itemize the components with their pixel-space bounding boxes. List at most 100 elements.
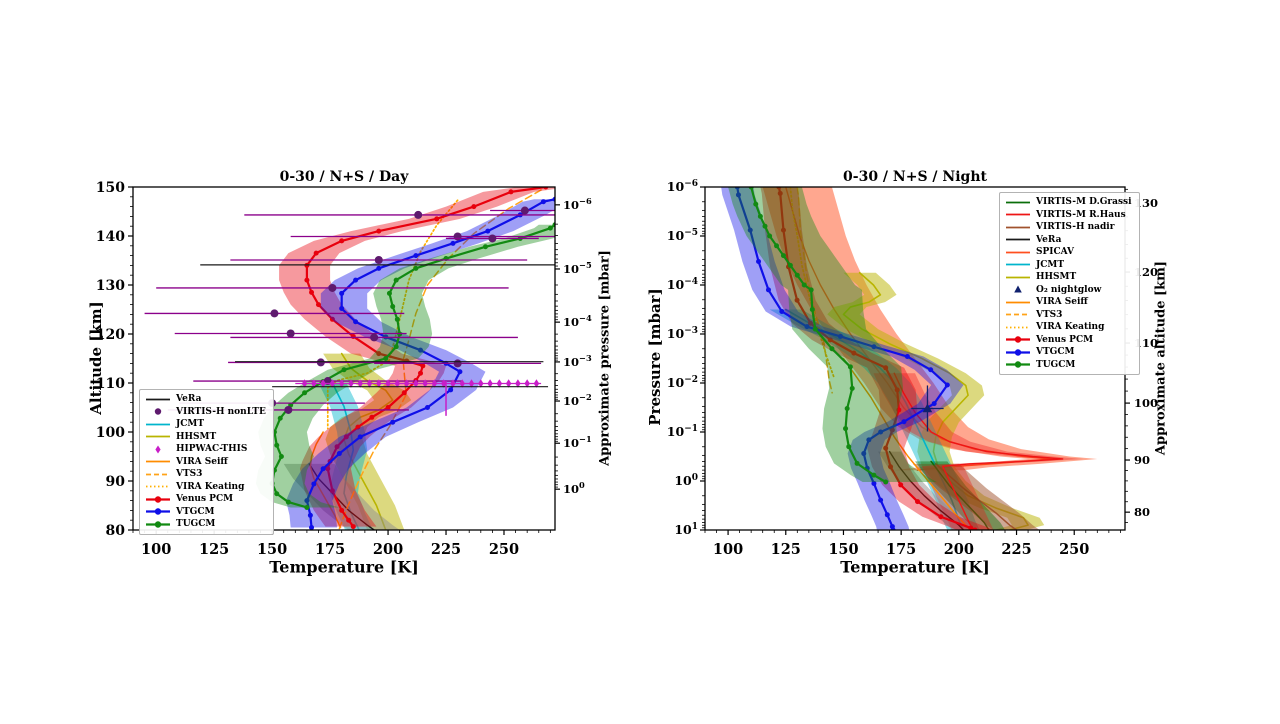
night-legend-item-virtis-m-r-haus: VIRTIS-M R.Haus <box>1005 209 1132 222</box>
night-legend-item-virtis-h-nadir: VIRTIS-H nadir <box>1005 221 1132 234</box>
svg-text:10−6: 10−6 <box>563 196 592 212</box>
night-legend-swatch-jcmt-icon <box>1006 263 1030 266</box>
svg-text:80: 80 <box>1134 505 1150 519</box>
night-legend-swatch-virtis-m-d-grassi-icon <box>1006 201 1030 204</box>
day-legend-item-jcmt: JCMT <box>145 418 266 431</box>
night-legend-swatch-vts3-icon <box>1006 313 1030 316</box>
night-series-o2-nightglow <box>911 385 944 432</box>
day-legend-label-hhsmt: HHSMT <box>176 431 217 442</box>
svg-text:10−1: 10−1 <box>563 434 592 450</box>
day-legend-label-hipwac-this: HIPWAC-THIS <box>176 444 248 455</box>
night-y-axis: 10−6 10−5 10−4 10−3 10−2 10−1 100 101 <box>667 179 705 537</box>
night-series-virtis-h-nadir <box>912 463 1040 530</box>
svg-text:125: 125 <box>199 541 229 558</box>
svg-text:10−1: 10−1 <box>667 424 698 439</box>
night-legend-label-vira-seiff: VIRA Seiff <box>1036 297 1088 308</box>
night-legend-label-vira-keating: VIRA Keating <box>1036 322 1105 333</box>
night-legend-item-venus-pcm: Venus PCM <box>1005 334 1132 347</box>
svg-text:110: 110 <box>96 376 125 392</box>
day-axes-frame <box>132 186 556 531</box>
day-legend-label-vts3: VTS3 <box>176 469 203 480</box>
day-legend-item-venus-pcm: Venus PCM <box>145 493 266 506</box>
night-legend-item-virtis-m-d-grassi: VIRTIS-M D.Grassi <box>1005 196 1132 209</box>
day-legend-swatch-vira-keating-icon <box>146 485 170 488</box>
day-legend-label-virtis-h-nonlte: VIRTIS-H nonLTE <box>176 406 266 417</box>
night-legend-swatch-vira-keating-icon <box>1006 326 1030 329</box>
night-legend-item-jcmt: JCMT <box>1005 259 1132 272</box>
night-series-virtis-m-d-grassi <box>915 460 1005 530</box>
svg-text:130: 130 <box>96 278 125 294</box>
night-y-axis-label: Pressure [mbar] <box>646 288 664 426</box>
day-legend-swatch-virtis-h-nonlte-icon <box>154 408 162 415</box>
svg-text:80: 80 <box>106 523 126 539</box>
night-legend-label-hhsmt: HHSMT <box>1036 272 1077 283</box>
night-legend-swatch-vtgcm-icon <box>1006 349 1030 356</box>
day-y-axis: 150 140 130 120 110 100 90 80 <box>96 180 133 539</box>
night-x-axis-label: Temperature [K] <box>840 557 990 577</box>
svg-text:120: 120 <box>96 327 125 343</box>
night-y2-axis-label: Approximate altitude [km] <box>1153 260 1169 456</box>
day-series-vira-seiff <box>309 431 342 529</box>
svg-text:100: 100 <box>141 541 171 558</box>
night-legend-swatch-venus-pcm-icon <box>1006 336 1030 343</box>
night-legend-swatch-hhsmt-icon <box>1006 276 1030 279</box>
night-legend-label-vts3: VTS3 <box>1036 309 1063 320</box>
svg-text:120: 120 <box>1134 265 1158 279</box>
night-legend-label-spicav: SPICAV <box>1036 247 1074 258</box>
day-legend-item-hhsmt: HHSMT <box>145 431 266 444</box>
day-legend-item-vts3: VTS3 <box>145 468 266 481</box>
day-y2-axis: 10−6 10−5 10−4 10−3 10−2 10−1 100 <box>555 196 592 496</box>
day-legend-swatch-hipwac-this-icon <box>155 445 161 454</box>
svg-text:100: 100 <box>713 541 743 558</box>
svg-text:10−4: 10−4 <box>563 313 592 329</box>
night-legend: VIRTIS-M D.Grassi VIRTIS-M R.Haus VIRTIS-H… <box>999 192 1140 375</box>
night-legend-label-vera: VeRa <box>1036 234 1062 245</box>
night-legend-swatch-vera-icon <box>1006 238 1030 241</box>
day-legend-swatch-vira-seiff-icon <box>146 460 170 463</box>
svg-text:250: 250 <box>1059 541 1089 558</box>
night-series-vira-keating <box>789 187 836 379</box>
day-series-vtgcm <box>286 196 555 530</box>
night-chart-title: 0-30 / N+S / Night <box>843 169 987 185</box>
day-legend-item-vera: VeRa <box>145 393 266 406</box>
svg-text:125: 125 <box>771 541 801 558</box>
day-y-axis-label: Altitude [km] <box>87 301 105 415</box>
svg-text:10−2: 10−2 <box>667 375 698 390</box>
day-legend-swatch-jcmt-icon <box>146 423 170 426</box>
day-legend-item-vira-keating: VIRA Keating <box>145 481 266 494</box>
night-legend-swatch-virtis-h-nadir-icon <box>1006 226 1030 229</box>
svg-text:100: 100 <box>563 480 585 496</box>
svg-text:101: 101 <box>674 522 698 537</box>
day-legend-swatch-hhsmt-icon <box>146 435 170 438</box>
night-x-axis: 100 125 150 175 200 225 250 <box>704 530 1121 558</box>
day-legend-swatch-venus-pcm-icon <box>146 496 170 503</box>
svg-text:10−3: 10−3 <box>667 326 698 341</box>
day-legend-item-vtgcm: VTGCM <box>145 506 266 519</box>
day-chart: 100 125 150 175 200 225 250 150 140 130 120 110 100 9… <box>96 180 592 558</box>
day-legend-swatch-vtgcm-icon <box>146 508 170 515</box>
night-legend-swatch-virtis-m-r-haus-icon <box>1006 213 1030 216</box>
svg-text:200: 200 <box>944 541 974 558</box>
night-plot-area <box>721 187 1098 530</box>
day-x-axis-label: Temperature [K] <box>269 557 419 577</box>
day-plot-area <box>144 187 555 530</box>
night-legend-item-o-nightglow: O₂ nightglow <box>1005 284 1132 297</box>
night-legend-swatch-o-nightglow-icon <box>1014 285 1022 293</box>
svg-text:10−6: 10−6 <box>667 179 698 194</box>
svg-text:100: 100 <box>674 473 698 488</box>
svg-text:175: 175 <box>886 541 916 558</box>
night-legend-item-vira-seiff: VIRA Seiff <box>1005 296 1132 309</box>
svg-text:225: 225 <box>1001 541 1031 558</box>
day-legend-label-vera: VeRa <box>176 394 202 405</box>
night-legend-item-vera: VeRa <box>1005 234 1132 247</box>
svg-text:10−5: 10−5 <box>667 228 698 243</box>
day-legend-label-jcmt: JCMT <box>176 419 205 430</box>
day-legend-swatch-vera-icon <box>146 398 170 401</box>
night-series-virtis-m-r-haus <box>873 372 1084 530</box>
night-legend-item-spicav: SPICAV <box>1005 246 1132 259</box>
svg-text:140: 140 <box>96 229 125 245</box>
day-legend-label-vira-keating: VIRA Keating <box>176 481 245 492</box>
night-legend-label-virtis-m-r-haus: VIRTIS-M R.Haus <box>1036 209 1126 220</box>
